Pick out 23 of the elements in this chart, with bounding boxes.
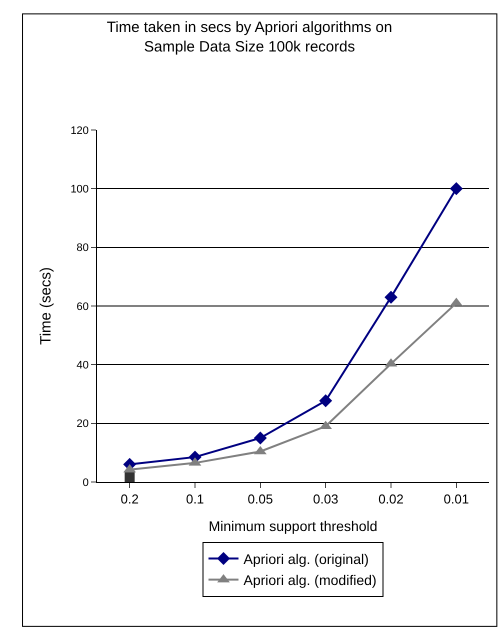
x-tick-label: 0.01 bbox=[444, 492, 469, 507]
y-tick-label: 100 bbox=[70, 184, 89, 196]
y-tick-label: 0 bbox=[82, 476, 89, 489]
point bbox=[319, 394, 332, 408]
point bbox=[124, 472, 135, 482]
y-tick-label: 60 bbox=[76, 300, 89, 313]
point bbox=[384, 290, 398, 304]
legend-label: Apriori alg. (original) bbox=[244, 550, 369, 567]
x-tick-label: 0.2 bbox=[120, 492, 139, 507]
point bbox=[450, 182, 463, 196]
x-tick-label: 0.1 bbox=[186, 492, 204, 507]
y-tick-label: 20 bbox=[76, 418, 89, 430]
x-tick-label: 0.05 bbox=[248, 492, 273, 507]
y-tick-label: 40 bbox=[76, 360, 89, 372]
point bbox=[254, 432, 267, 444]
x-tick-label: 0.02 bbox=[378, 492, 404, 507]
chart-title: Time taken in secs by Apriori algorithms on Sample Data Size 100k records bbox=[106, 19, 392, 56]
x-axis-title: Minimum support threshold bbox=[208, 518, 378, 534]
y-axis-title: Time (secs) bbox=[38, 267, 55, 345]
legend-label: Apriori alg. (modified) bbox=[244, 572, 377, 588]
y-tick-label: 120 bbox=[70, 124, 89, 137]
x-tick-label: 0.03 bbox=[313, 492, 338, 507]
y-tick-label: 80 bbox=[76, 242, 89, 254]
